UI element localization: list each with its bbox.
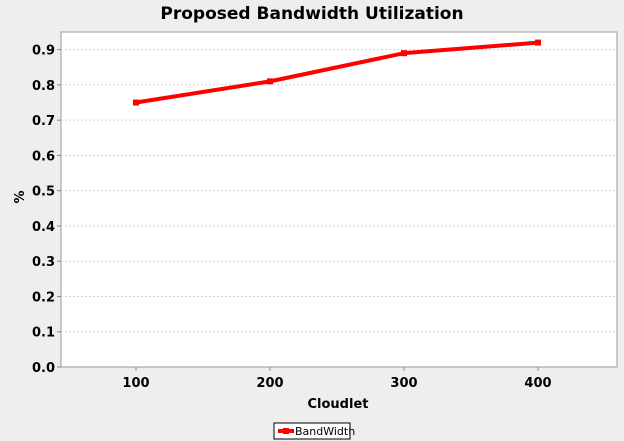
y-tick-label: 0.5 [32,185,55,200]
y-tick-label: 0.6 [32,149,55,164]
y-tick-label: 0.4 [32,220,55,235]
data-point [133,99,139,106]
legend-series-marker [283,428,289,434]
y-tick-label: 0.7 [32,114,55,129]
x-axis-label: Cloudlet [308,397,369,412]
legend-series-label: BandWidth [295,425,355,438]
y-tick-label: 0.8 [32,79,55,94]
legend-box [273,422,351,440]
series-line [135,40,539,105]
chart-title: Proposed Bandwidth Utilization [160,4,463,24]
y-tick-label: 0.1 [32,326,55,341]
data-point [267,78,273,85]
gridlines [61,49,617,333]
series-layer [133,39,541,106]
data-point [401,50,407,57]
legend: BandWidth [273,422,355,440]
x-tick-label: 200 [256,376,283,391]
plot-area [60,31,618,368]
y-axis-ticks: 0.0 0.1 0.2 0.3 0.4 0.5 0.6 0.7 0.8 0.9 [32,44,61,376]
y-tick-label: 0.9 [32,44,55,59]
x-tick-label: 400 [524,376,551,391]
y-tick-label: 0.2 [32,290,55,305]
x-tick-label: 100 [122,376,149,391]
y-tick-label: 0.0 [32,361,55,376]
y-axis-label: % [13,190,28,203]
y-tick-label: 0.3 [32,255,55,270]
data-point [535,39,541,46]
x-axis-ticks: 100 200 300 400 [122,367,552,391]
x-tick-label: 300 [390,376,417,391]
